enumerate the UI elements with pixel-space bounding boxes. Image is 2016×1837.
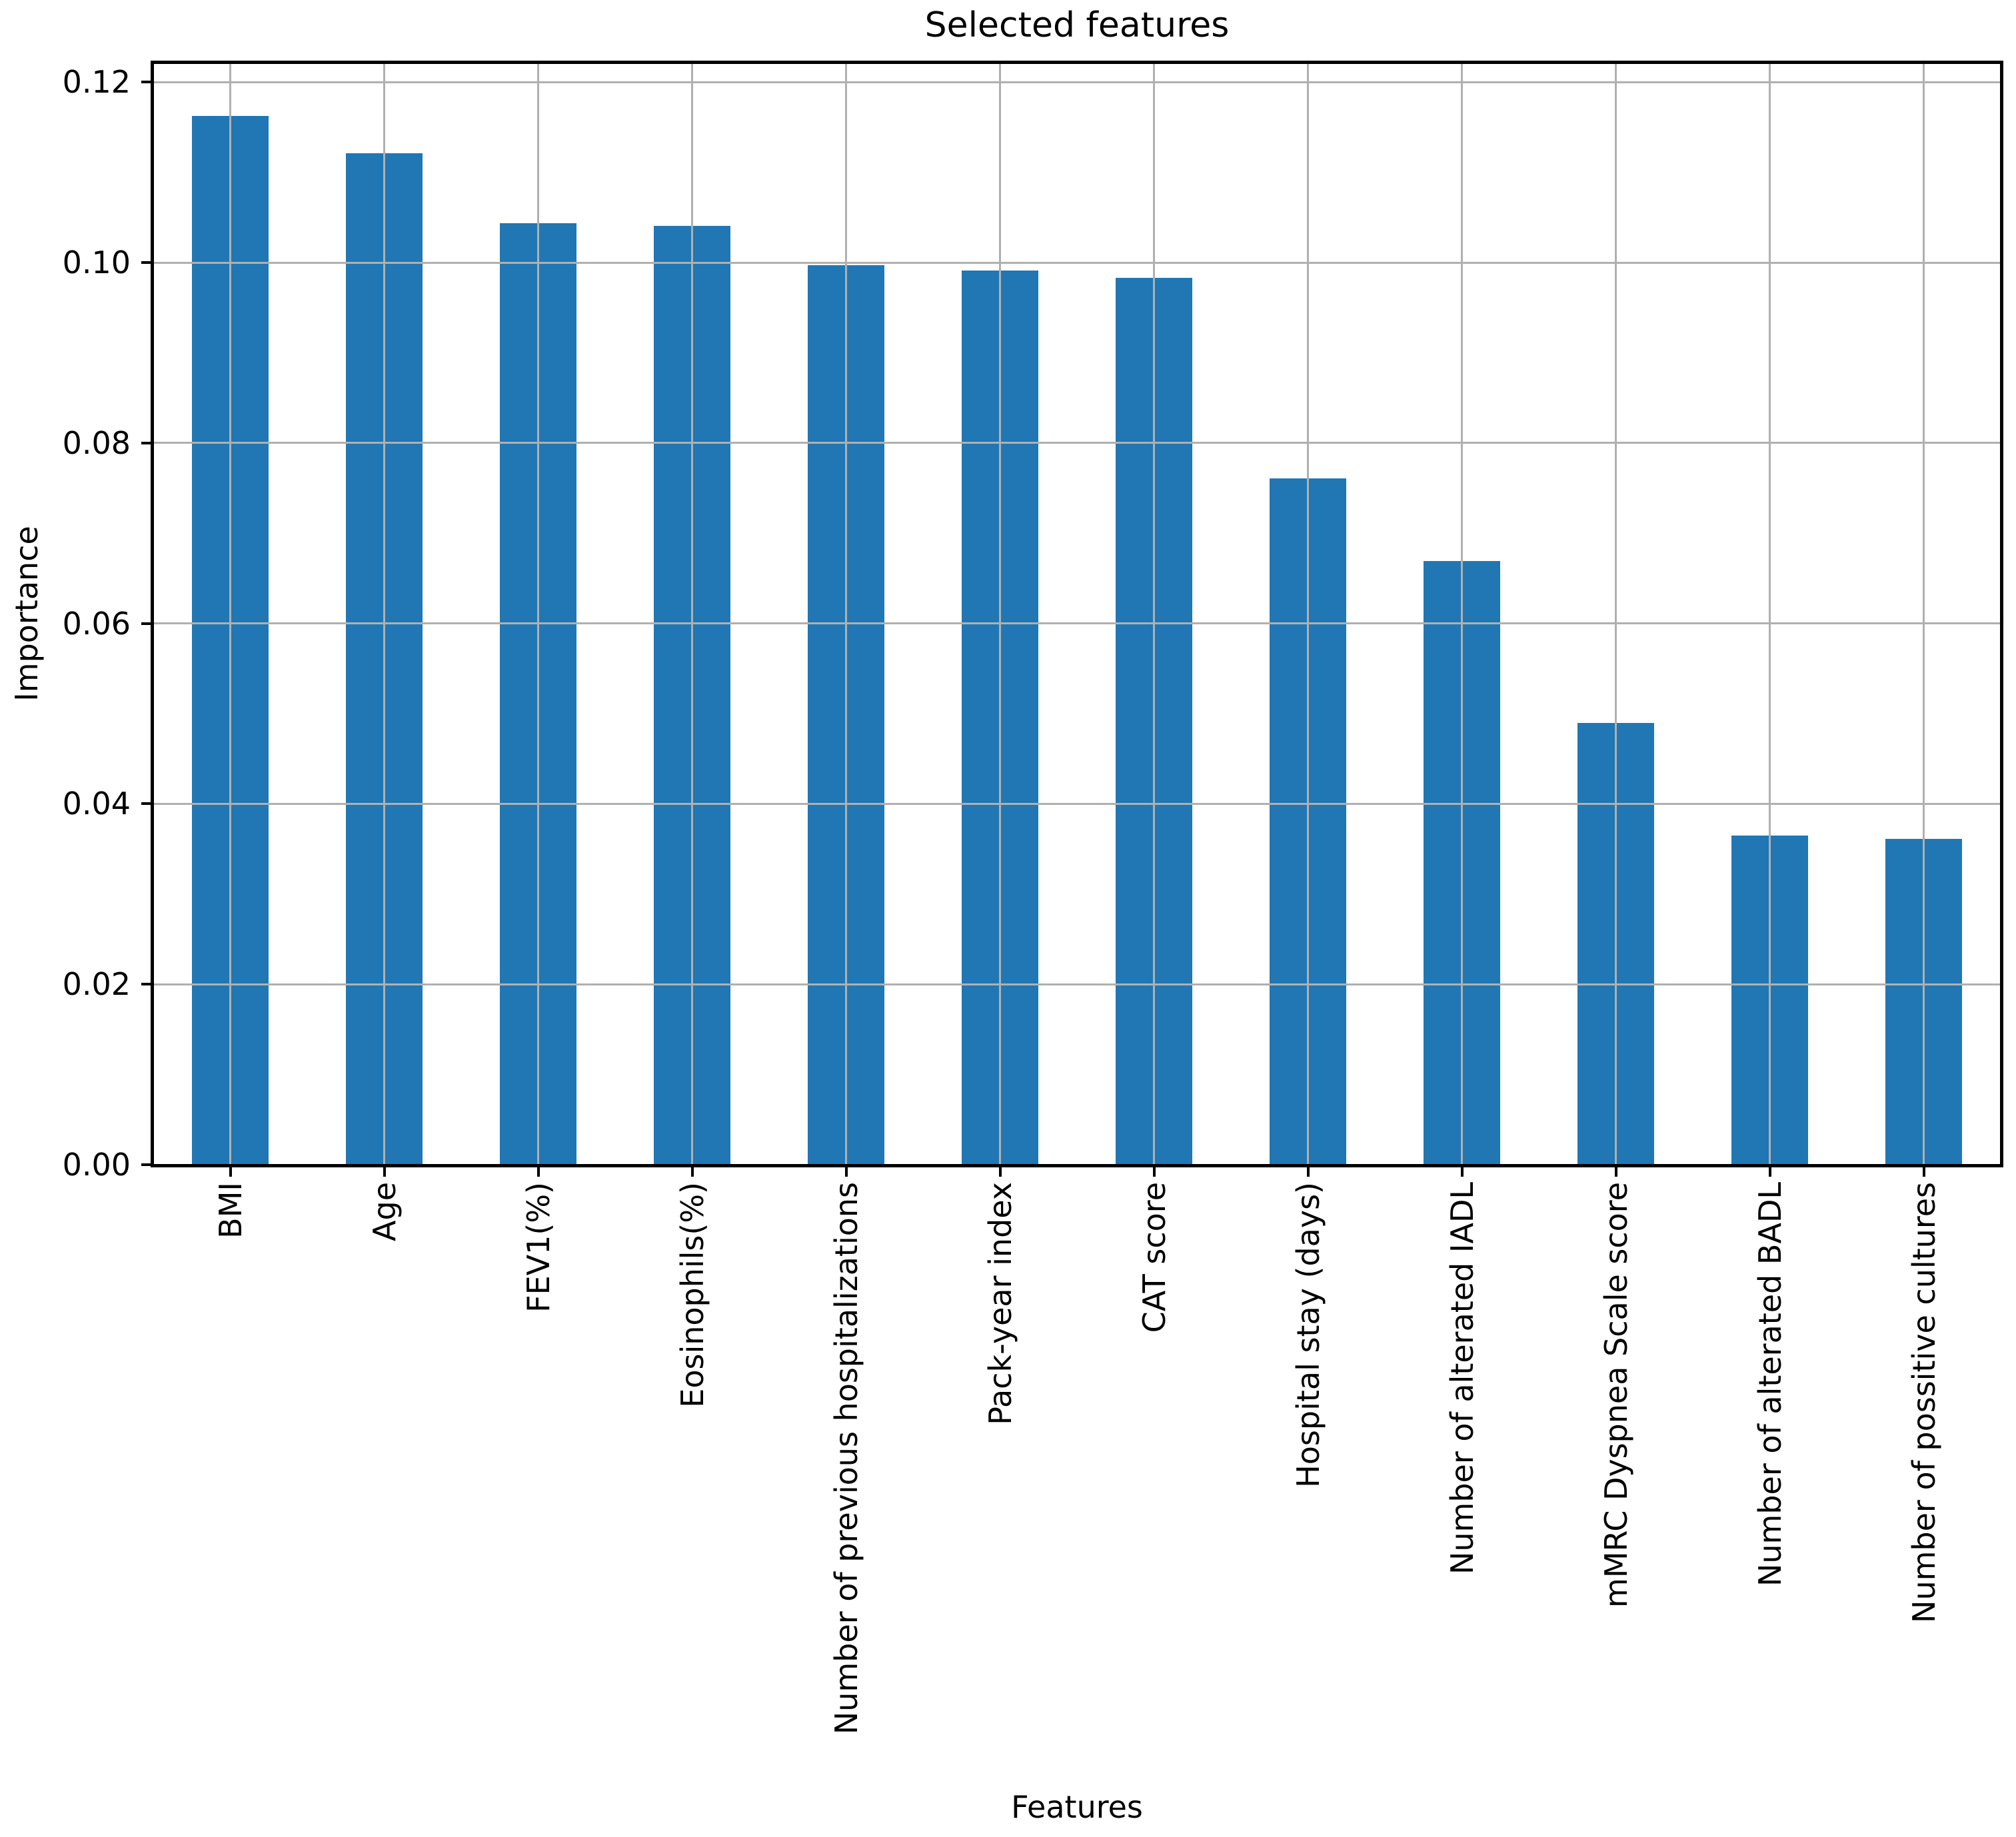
x-tick-label: Number of previous hospitalizations bbox=[828, 1182, 864, 1735]
x-tick-label: CAT score bbox=[1136, 1182, 1172, 1333]
gridline-horizontal bbox=[153, 622, 2001, 625]
gridline-horizontal bbox=[153, 261, 2001, 264]
x-tick-mark bbox=[1614, 1165, 1617, 1177]
y-tick-mark bbox=[141, 983, 153, 986]
plot-area bbox=[151, 61, 2003, 1167]
x-tick-mark bbox=[998, 1165, 1002, 1177]
gridline-vertical bbox=[691, 63, 693, 1165]
gridline-horizontal bbox=[153, 802, 2001, 805]
y-tick-mark bbox=[141, 441, 153, 444]
gridline-vertical bbox=[1461, 63, 1463, 1165]
x-tick-mark bbox=[844, 1165, 848, 1177]
x-tick-label: Number of alterated IADL bbox=[1444, 1182, 1480, 1575]
x-tick-label: FEV1(%) bbox=[520, 1182, 556, 1313]
gridline-horizontal bbox=[153, 81, 2001, 83]
y-tick-mark bbox=[141, 1163, 153, 1166]
gridline-horizontal bbox=[153, 442, 2001, 444]
y-tick-label: 0.12 bbox=[62, 64, 131, 101]
x-tick-mark bbox=[1922, 1165, 1925, 1177]
x-tick-label: Number of alterated BADL bbox=[1751, 1182, 1788, 1587]
x-tick-mark bbox=[536, 1165, 540, 1177]
y-tick-label: 0.02 bbox=[62, 966, 131, 1003]
gridline-vertical bbox=[1923, 63, 1925, 1165]
gridline-vertical bbox=[1153, 63, 1155, 1165]
gridline-vertical bbox=[845, 63, 847, 1165]
axis-spine-left bbox=[151, 61, 154, 1167]
y-tick-label: 0.08 bbox=[62, 424, 131, 461]
axis-spine-right bbox=[2000, 61, 2003, 1167]
gridline-vertical bbox=[1769, 63, 1771, 1165]
x-tick-mark bbox=[1768, 1165, 1771, 1177]
y-tick-label: 0.04 bbox=[62, 786, 131, 822]
axis-spine-top bbox=[151, 61, 2003, 64]
x-axis-label: Features bbox=[1011, 1789, 1143, 1825]
x-tick-label: Number of possitive cultures bbox=[1905, 1182, 1942, 1623]
gridline-vertical bbox=[999, 63, 1001, 1165]
x-tick-mark bbox=[1306, 1165, 1310, 1177]
gridline-vertical bbox=[383, 63, 385, 1165]
gridline-horizontal bbox=[153, 983, 2001, 985]
gridline-vertical bbox=[1307, 63, 1309, 1165]
x-tick-mark bbox=[1152, 1165, 1156, 1177]
y-tick-label: 0.00 bbox=[62, 1147, 131, 1183]
y-tick-mark bbox=[141, 261, 153, 265]
y-tick-mark bbox=[141, 802, 153, 806]
gridline-vertical bbox=[537, 63, 539, 1165]
x-tick-label: Eosinophils(%) bbox=[674, 1182, 710, 1408]
y-tick-mark bbox=[141, 81, 153, 84]
x-tick-mark bbox=[229, 1165, 232, 1177]
gridline-vertical bbox=[1615, 63, 1617, 1165]
x-tick-mark bbox=[383, 1165, 386, 1177]
x-tick-mark bbox=[690, 1165, 694, 1177]
x-tick-label: Hospital stay (days) bbox=[1290, 1182, 1326, 1488]
x-tick-mark bbox=[1460, 1165, 1464, 1177]
axis-spine-bottom bbox=[151, 1164, 2003, 1167]
y-tick-label: 0.06 bbox=[62, 605, 131, 642]
x-tick-label: mMRC Dyspnea Scale score bbox=[1597, 1182, 1634, 1608]
gridline-vertical bbox=[229, 63, 231, 1165]
x-tick-label: BMI bbox=[212, 1182, 249, 1239]
y-tick-mark bbox=[141, 622, 153, 625]
x-tick-label: Age bbox=[366, 1182, 403, 1241]
y-tick-label: 0.10 bbox=[62, 245, 131, 281]
chart-title: Selected features bbox=[924, 5, 1230, 45]
x-tick-label: Pack-year index bbox=[982, 1182, 1018, 1425]
